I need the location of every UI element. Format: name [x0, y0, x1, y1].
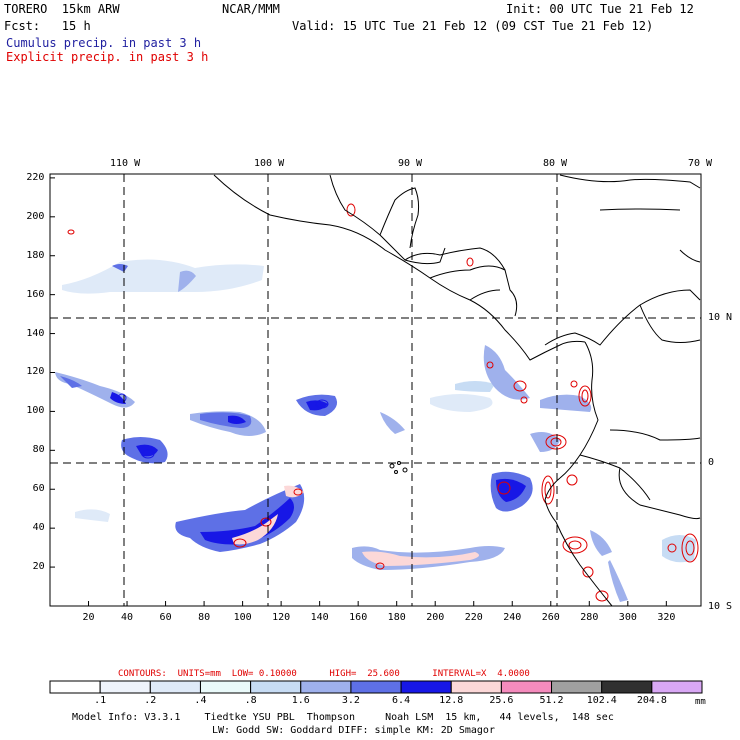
- colorbar-swatch: [400, 680, 452, 694]
- x-tick-label: 260: [541, 612, 560, 623]
- colorbar-label: 3.2: [341, 695, 360, 706]
- colorbar-label: 12.8: [439, 695, 464, 706]
- lon-label-80w: 80 W: [543, 158, 568, 169]
- x-tick-label: 120: [272, 612, 291, 623]
- x-tick-label: 20: [82, 612, 95, 623]
- lon-label-90w: 90 W: [398, 158, 423, 169]
- forecast-hour: Fcst: 15 h: [4, 19, 91, 33]
- y-tick-label: 140: [26, 327, 45, 339]
- lat-label-0: 0: [708, 457, 715, 468]
- colorbar-label: 6.4: [392, 695, 411, 706]
- lat-label-10n: 10 N: [708, 312, 733, 323]
- lon-label-100w: 100 W: [254, 158, 285, 169]
- colorbar-swatch: [49, 680, 101, 694]
- colorbar-swatch: [300, 680, 352, 694]
- y-tick-label: 100: [26, 405, 45, 417]
- x-tick-label: 140: [310, 612, 329, 623]
- lon-label-70w: 70 W: [688, 158, 713, 169]
- x-tick-label: 200: [426, 612, 445, 623]
- colorbar-label: .4: [194, 695, 207, 706]
- colorbar-swatch: [500, 680, 553, 694]
- colorbar-swatch: [450, 680, 502, 694]
- cumulus-precip-patches: [55, 259, 696, 602]
- y-tick-label: 200: [26, 210, 45, 222]
- y-tick-label: 220: [26, 171, 45, 183]
- model-title: TORERO 15km ARW: [4, 2, 120, 16]
- lon-label-110w: 110 W: [110, 158, 141, 169]
- x-tick-label: 60: [159, 612, 172, 623]
- x-tick-label: 100: [233, 612, 252, 623]
- colorbar-swatch: [601, 680, 653, 694]
- colorbar-label: .2: [144, 695, 157, 706]
- y-tick-label: 60: [32, 483, 45, 495]
- x-tick-label: 160: [349, 612, 368, 623]
- colorbar-label: 51.2: [539, 695, 564, 706]
- colorbar-label: 1.6: [291, 695, 310, 706]
- colorbar-swatch: [149, 680, 201, 694]
- y-tick-label: 80: [32, 444, 45, 456]
- y-tick-label: 20: [32, 561, 45, 573]
- y-tick-label: 120: [26, 366, 45, 378]
- colorbar-swatch: [651, 680, 703, 694]
- init-time: Init: 00 UTC Tue 21 Feb 12: [506, 2, 694, 16]
- colorbar-swatch: [551, 680, 603, 694]
- colorbar-label: .1: [94, 695, 107, 706]
- lat-label-10s: 10 S: [708, 601, 733, 612]
- colorbar-swatches: [49, 680, 703, 694]
- explicit-precip-contours: [67, 203, 699, 602]
- valid-time: Valid: 15 UTC Tue 21 Feb 12 (09 CST Tue …: [292, 19, 654, 33]
- org-label: NCAR/MMM: [222, 2, 280, 16]
- y-tick-label: 180: [26, 249, 45, 261]
- physics-info: LW: Godd SW: Goddard DIFF: simple KM: 2D…: [212, 725, 495, 736]
- field-cumulus-label: Cumulus precip. in past 3 h: [6, 36, 202, 50]
- x-tick-label: 320: [657, 612, 676, 623]
- x-tick-label: 220: [464, 612, 483, 623]
- colorbar-label: 204.8: [636, 695, 667, 706]
- colorbar-label: .8: [244, 695, 257, 706]
- x-tick-label: 40: [121, 612, 134, 623]
- colorbar-label: 102.4: [586, 695, 617, 706]
- x-tick-label: 180: [387, 612, 406, 623]
- colorbar-label: 25.6: [489, 695, 514, 706]
- x-tick-label: 280: [580, 612, 599, 623]
- y-tick-label: 160: [26, 288, 45, 300]
- colorbar-swatch: [99, 680, 151, 694]
- y-tick-label: 40: [32, 522, 45, 534]
- colorbar-unit: mm: [695, 697, 706, 707]
- frame-ticks: [50, 177, 667, 606]
- colorbar-swatch: [250, 680, 302, 694]
- latlon-grid: [50, 174, 701, 606]
- field-explicit-label: Explicit precip. in past 3 h: [6, 50, 209, 64]
- colorbar-swatch: [350, 680, 402, 694]
- x-tick-label: 300: [618, 612, 637, 623]
- colorbar-swatch: [199, 680, 252, 694]
- contours-info: CONTOURS: UNITS=mm LOW= 0.10000 HIGH= 25…: [118, 669, 530, 679]
- x-tick-label: 240: [503, 612, 522, 623]
- x-tick-label: 80: [198, 612, 211, 623]
- model-info: Model Info: V3.3.1 Tiedtke YSU PBL Thomp…: [72, 712, 614, 723]
